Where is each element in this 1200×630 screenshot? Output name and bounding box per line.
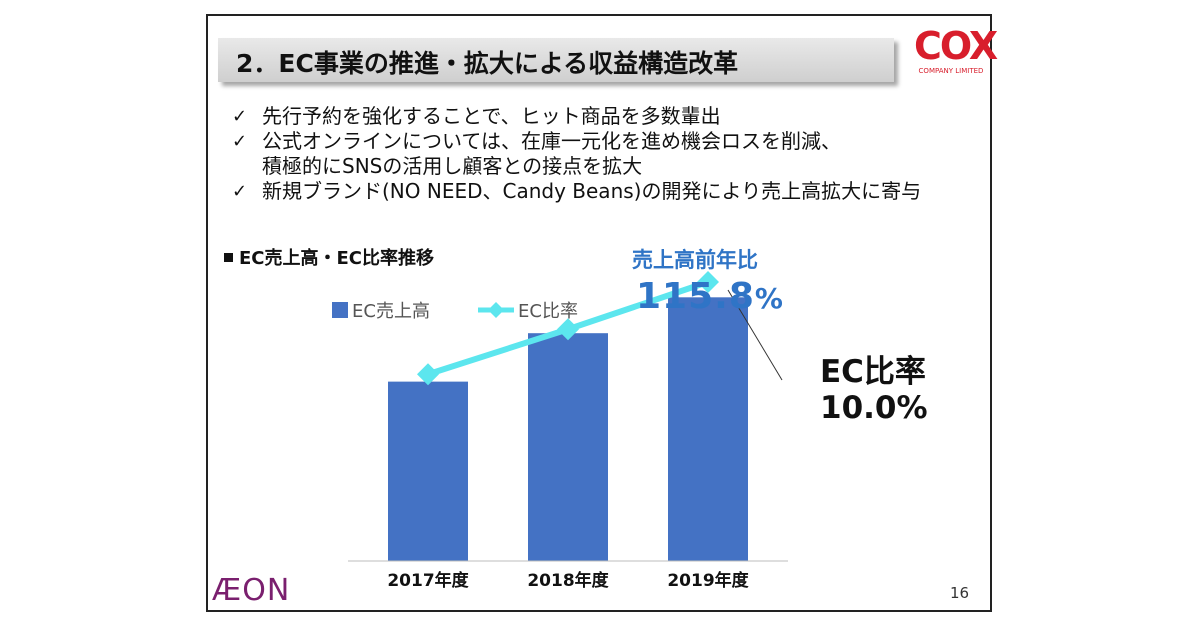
bullet-text: 新規ブランド(NO NEED、Candy Beans)の開発により売上高拡大に寄… (262, 179, 922, 203)
bar-2019年度 (668, 297, 748, 561)
ec-ratio-leader-line (727, 289, 783, 381)
legend-bar-label: EC売上高 (352, 301, 430, 322)
yoy-label: 売上高前年比 (632, 248, 758, 272)
check-icon: ✓ (232, 181, 248, 202)
ec-sales-chart: 2017年度 2018年度 2019年度 EC売上高 EC比率 (332, 271, 788, 591)
slide-title: 2．EC事業の推進・拡大による収益構造改革 (236, 49, 739, 78)
bullet-item: ✓ 先行予約を強化することで、ヒット商品を多数輩出 (232, 104, 921, 129)
chart-section-label-text: EC売上高・EC比率推移 (239, 248, 435, 269)
bullet-item: ✓ 公式オンラインについては、在庫一元化を進め機会ロスを削減、 積極的にSNSの… (232, 129, 921, 179)
ec-ratio-callout-value: 10.0% (820, 390, 928, 426)
bullet-text: 先行予約を強化することで、ヒット商品を多数輩出 (262, 104, 721, 128)
legend-line-marker (488, 302, 504, 318)
cox-logo-word: COX (914, 24, 998, 68)
yoy-unit: % (754, 282, 784, 315)
aeon-logo: ÆON (212, 573, 291, 608)
bullet-text-continued: 積極的にSNSの活用し顧客との接点を拡大 (262, 154, 643, 178)
title-bar: 2．EC事業の推進・拡大による収益構造改革 (218, 38, 894, 82)
yoy-number: 115.8 (636, 276, 755, 317)
check-icon: ✓ (232, 131, 248, 152)
bullet-list: ✓ 先行予約を強化することで、ヒット商品を多数輩出 ✓ 公式オンラインについては… (232, 104, 921, 204)
square-bullet-icon (224, 252, 233, 262)
ec-ratio-callout: EC比率 10.0% (820, 354, 928, 426)
ec-ratio-marker (417, 363, 439, 386)
slide: 2．EC事業の推進・拡大による収益構造改革 COX COMPANY LIMITE… (206, 14, 998, 612)
ec-ratio-marker (697, 271, 719, 293)
ec-ratio-marker (557, 318, 579, 341)
page-number: 16 (950, 584, 970, 602)
chart-section-label: EC売上高・EC比率推移 (224, 244, 434, 270)
cox-logo-subtitle: COMPANY LIMITED (918, 67, 984, 75)
x-tick-label: 2017年度 (387, 570, 469, 591)
bar-2018年度 (528, 333, 608, 561)
ec-ratio-callout-title: EC比率 (820, 354, 926, 390)
yoy-value: 115.8% (636, 276, 784, 317)
legend-bar-swatch (332, 302, 348, 318)
bar-2017年度 (388, 381, 468, 561)
x-tick-label: 2019年度 (667, 570, 749, 591)
cox-logo: COX COMPANY LIMITED (914, 24, 998, 80)
bullet-text: 公式オンラインについては、在庫一元化を進め機会ロスを削減、 (262, 129, 841, 153)
bullet-item: ✓ 新規ブランド(NO NEED、Candy Beans)の開発により売上高拡大… (232, 179, 921, 204)
legend-line-label: EC比率 (518, 301, 578, 322)
x-tick-label: 2018年度 (527, 570, 609, 591)
check-icon: ✓ (232, 106, 248, 127)
